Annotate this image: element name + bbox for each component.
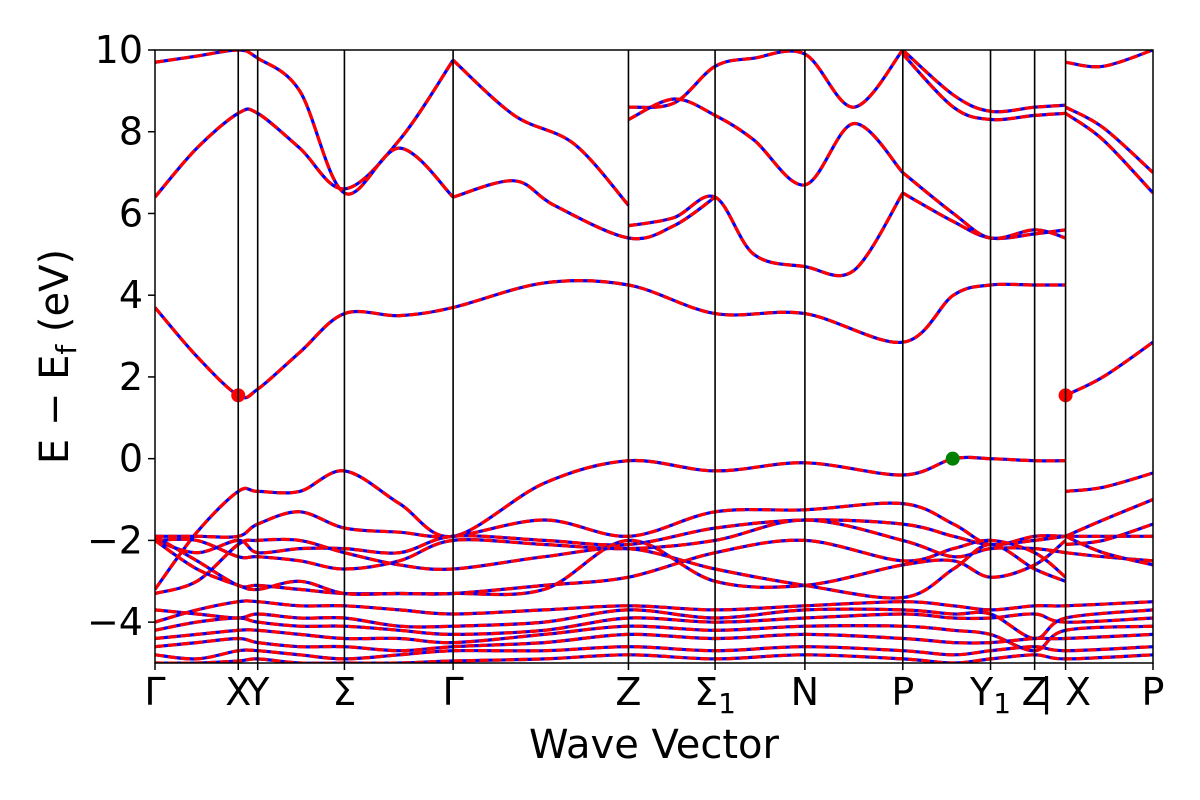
band-23	[155, 537, 1067, 600]
band-19	[1064, 498, 1153, 538]
band-22-red-line	[155, 534, 1067, 596]
y-axis-ticks: 10 8 6 4 2 0 −2 −4	[87, 28, 155, 644]
band-28-red-line	[1064, 534, 1153, 567]
band-19-red-line	[1064, 498, 1153, 538]
band-lines	[155, 50, 1153, 663]
band-17-blue-line	[1065, 471, 1153, 493]
band-11-blue-line	[1064, 111, 1153, 195]
plot-area	[154, 49, 1154, 664]
band-24-red-line	[155, 538, 1067, 597]
band-7	[628, 50, 905, 110]
band-12	[1065, 50, 1153, 69]
band-17-red-line	[1065, 471, 1153, 493]
y-tick-label-6: −2	[87, 518, 143, 562]
x-tick-label-10: Z	[1022, 670, 1048, 714]
x-tick-label-4: Γ	[443, 670, 464, 714]
y-tick-label-1: 8	[119, 110, 143, 154]
band-8	[627, 97, 904, 187]
band-18	[155, 501, 1066, 547]
x-tick-label-12: P	[1142, 670, 1165, 714]
high-symmetry-lines	[237, 50, 1067, 663]
band-4-red-line	[628, 192, 905, 278]
band-13	[1064, 105, 1153, 174]
plot-frame	[154, 49, 1154, 664]
x-tick-label-5: Z	[615, 670, 641, 714]
band-1	[452, 59, 630, 207]
y-tick-label-7: −4	[87, 600, 143, 644]
band-16-blue-line	[155, 455, 1066, 591]
x-axis-label: Wave Vector	[529, 722, 780, 768]
band-13-blue-line	[1064, 105, 1153, 174]
x-tick-label-9: Y1	[969, 670, 1011, 720]
band-14	[155, 278, 1066, 400]
band-28	[1064, 534, 1153, 567]
y-axis-label-unit: (eV)	[32, 249, 78, 345]
y-tick-label-3: 4	[119, 273, 143, 317]
band-2	[155, 50, 455, 199]
band-20	[155, 518, 1066, 555]
band-15	[1064, 340, 1153, 397]
band-13-red-line	[1064, 105, 1153, 174]
band-10-red-line	[901, 52, 1066, 122]
y-axis-label: E − Ef (eV)	[32, 249, 83, 464]
band-0	[155, 59, 455, 199]
y-tick-label-4: 2	[119, 355, 143, 399]
band-3	[452, 179, 717, 241]
x-tick-label-1: X	[225, 670, 251, 714]
band-14-blue-line	[155, 278, 1066, 400]
y-tick-label-0: 10	[95, 28, 143, 72]
band-22	[155, 534, 1067, 596]
band-18-red-line	[155, 501, 1066, 547]
band-21	[155, 518, 1066, 571]
band-15-blue-line	[1064, 340, 1153, 397]
band-27	[1065, 522, 1153, 547]
band-11-red-line	[1064, 111, 1153, 195]
x-tick-label-2: Y	[245, 670, 270, 714]
x-tick-label-11: | X	[1040, 670, 1091, 715]
band-8-red-line	[627, 97, 904, 187]
y-tick-label-2: 6	[119, 191, 143, 235]
band-16	[155, 455, 1066, 591]
band-3-red-line	[452, 179, 717, 241]
band-32-red-line	[155, 624, 1153, 653]
band-12-red-line	[1065, 50, 1153, 69]
band-30-red-line	[155, 607, 1153, 641]
x-tick-label-7: N	[791, 670, 819, 714]
band-11	[1064, 111, 1153, 195]
band-15-red-line	[1064, 340, 1153, 397]
x-tick-label-8: P	[891, 670, 914, 714]
band-21-red-line	[155, 518, 1066, 571]
band-1-red-line	[452, 59, 630, 207]
x-tick-label-6: Σ1	[694, 670, 736, 720]
band-2-blue-line	[155, 50, 455, 199]
band-4	[628, 192, 905, 278]
y-tick-label-5: 0	[119, 437, 143, 481]
x-tick-label-0: Γ	[144, 670, 165, 714]
band-edge-markers	[231, 388, 1073, 466]
band-20-red-line	[155, 518, 1066, 555]
y-axis-label-subscript: f	[50, 344, 83, 355]
band-7-red-line	[628, 50, 905, 110]
band-27-red-line	[1065, 522, 1153, 547]
band-17	[1065, 471, 1153, 493]
band-0-red-line	[155, 59, 455, 199]
band-33-red-line	[155, 632, 1153, 653]
band-23-red-line	[155, 537, 1067, 600]
band-26	[1065, 551, 1153, 563]
band-2-red-line	[155, 50, 455, 199]
band-35-red-line	[155, 653, 1153, 663]
band-edge-marker-2	[945, 451, 960, 466]
x-tick-label-3: Σ	[332, 670, 356, 714]
band-14-red-line	[155, 278, 1066, 400]
band-26-red-line	[1065, 551, 1153, 563]
band-34-red-line	[155, 645, 1153, 661]
band-8-blue-line	[627, 97, 904, 187]
band-1-blue-line	[452, 59, 630, 207]
band-16-red-line	[155, 455, 1066, 591]
band-3-blue-line	[452, 179, 717, 241]
y-axis-label-main: E − E	[32, 355, 78, 465]
